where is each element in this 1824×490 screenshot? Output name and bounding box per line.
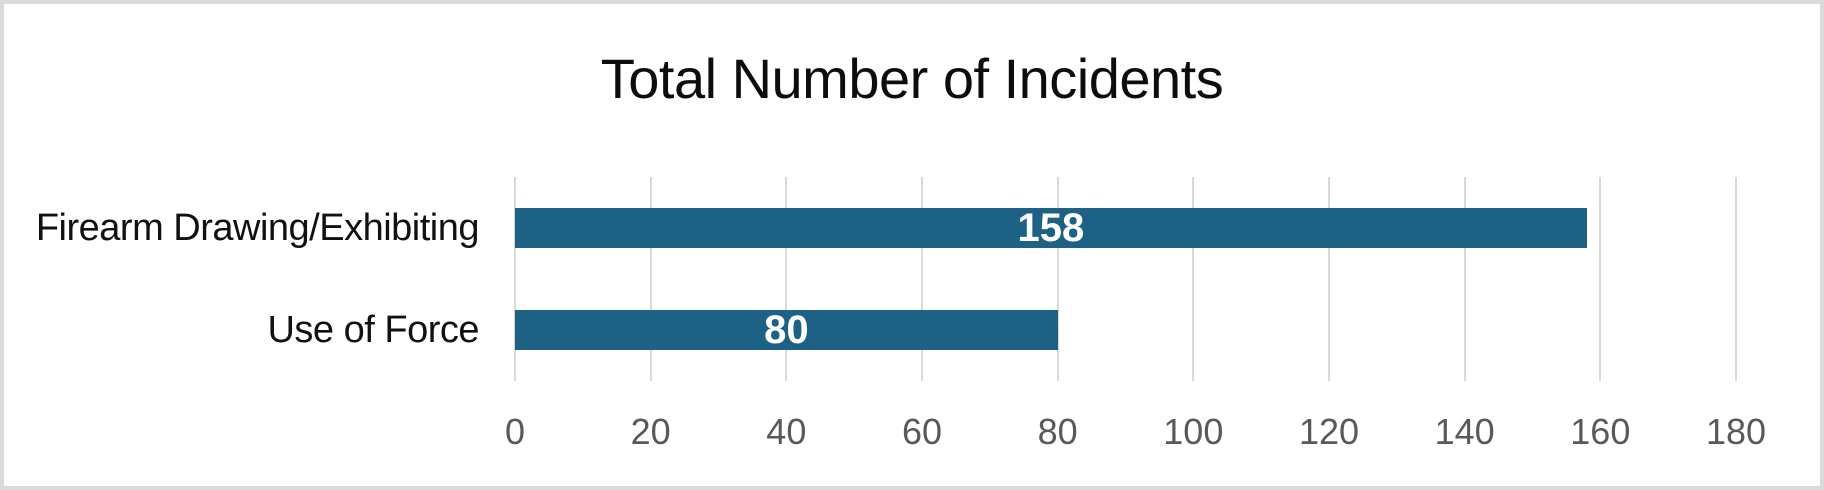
gridline-160	[1599, 177, 1602, 381]
chart-title: Total Number of Incidents	[600, 47, 1224, 110]
x-tick-label-40: 40	[766, 411, 807, 452]
x-tick-label-0: 0	[504, 411, 526, 452]
gridline-60	[921, 177, 923, 381]
x-tick-label-20: 20	[630, 411, 671, 452]
x-tick-label-100: 100	[1163, 411, 1224, 452]
plot-area: 158 80	[514, 177, 1737, 381]
x-tick-label-120: 120	[1298, 411, 1360, 452]
gridline-20	[649, 177, 652, 381]
bar-data-label-1: 80	[764, 308, 809, 352]
x-tick-label-80: 80	[1037, 411, 1078, 452]
gridline-40	[785, 177, 788, 381]
gridline-140	[1463, 177, 1466, 381]
category-label-0: Firearm Drawing/Exhibiting	[35, 207, 480, 249]
bar-data-label-0: 158	[1017, 206, 1085, 250]
bar-1	[515, 310, 1058, 350]
category-label-1: Use of Force	[267, 309, 479, 351]
gridline-0	[514, 177, 516, 381]
gridline-100	[1192, 177, 1195, 381]
gridline-120	[1328, 177, 1330, 381]
x-tick-label-180: 180	[1705, 411, 1767, 452]
bar-0	[515, 208, 1587, 248]
gridline-80	[1056, 177, 1059, 381]
x-tick-label-160: 160	[1570, 411, 1631, 452]
gridline-180	[1735, 177, 1737, 381]
x-tick-label-60: 60	[901, 411, 943, 452]
x-tick-label-140: 140	[1434, 411, 1495, 452]
